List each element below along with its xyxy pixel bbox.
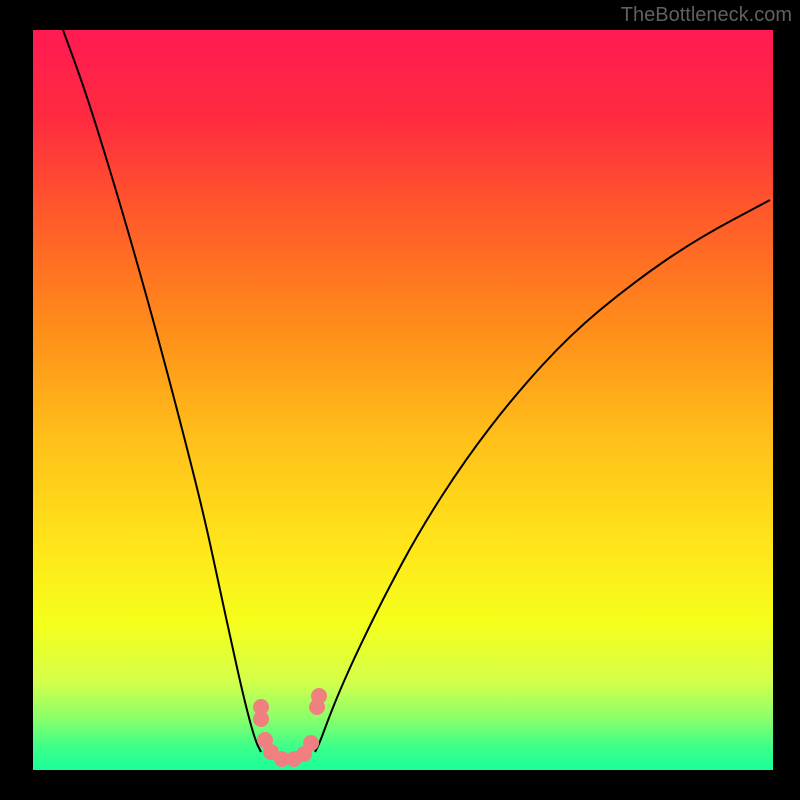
plot-background: [33, 30, 773, 770]
watermark-text: TheBottleneck.com: [621, 4, 792, 27]
valley-marker: [303, 735, 319, 751]
bottleneck-chart: [0, 0, 800, 800]
chart-svg: [0, 0, 800, 800]
valley-marker: [311, 688, 327, 704]
valley-marker: [253, 711, 269, 727]
